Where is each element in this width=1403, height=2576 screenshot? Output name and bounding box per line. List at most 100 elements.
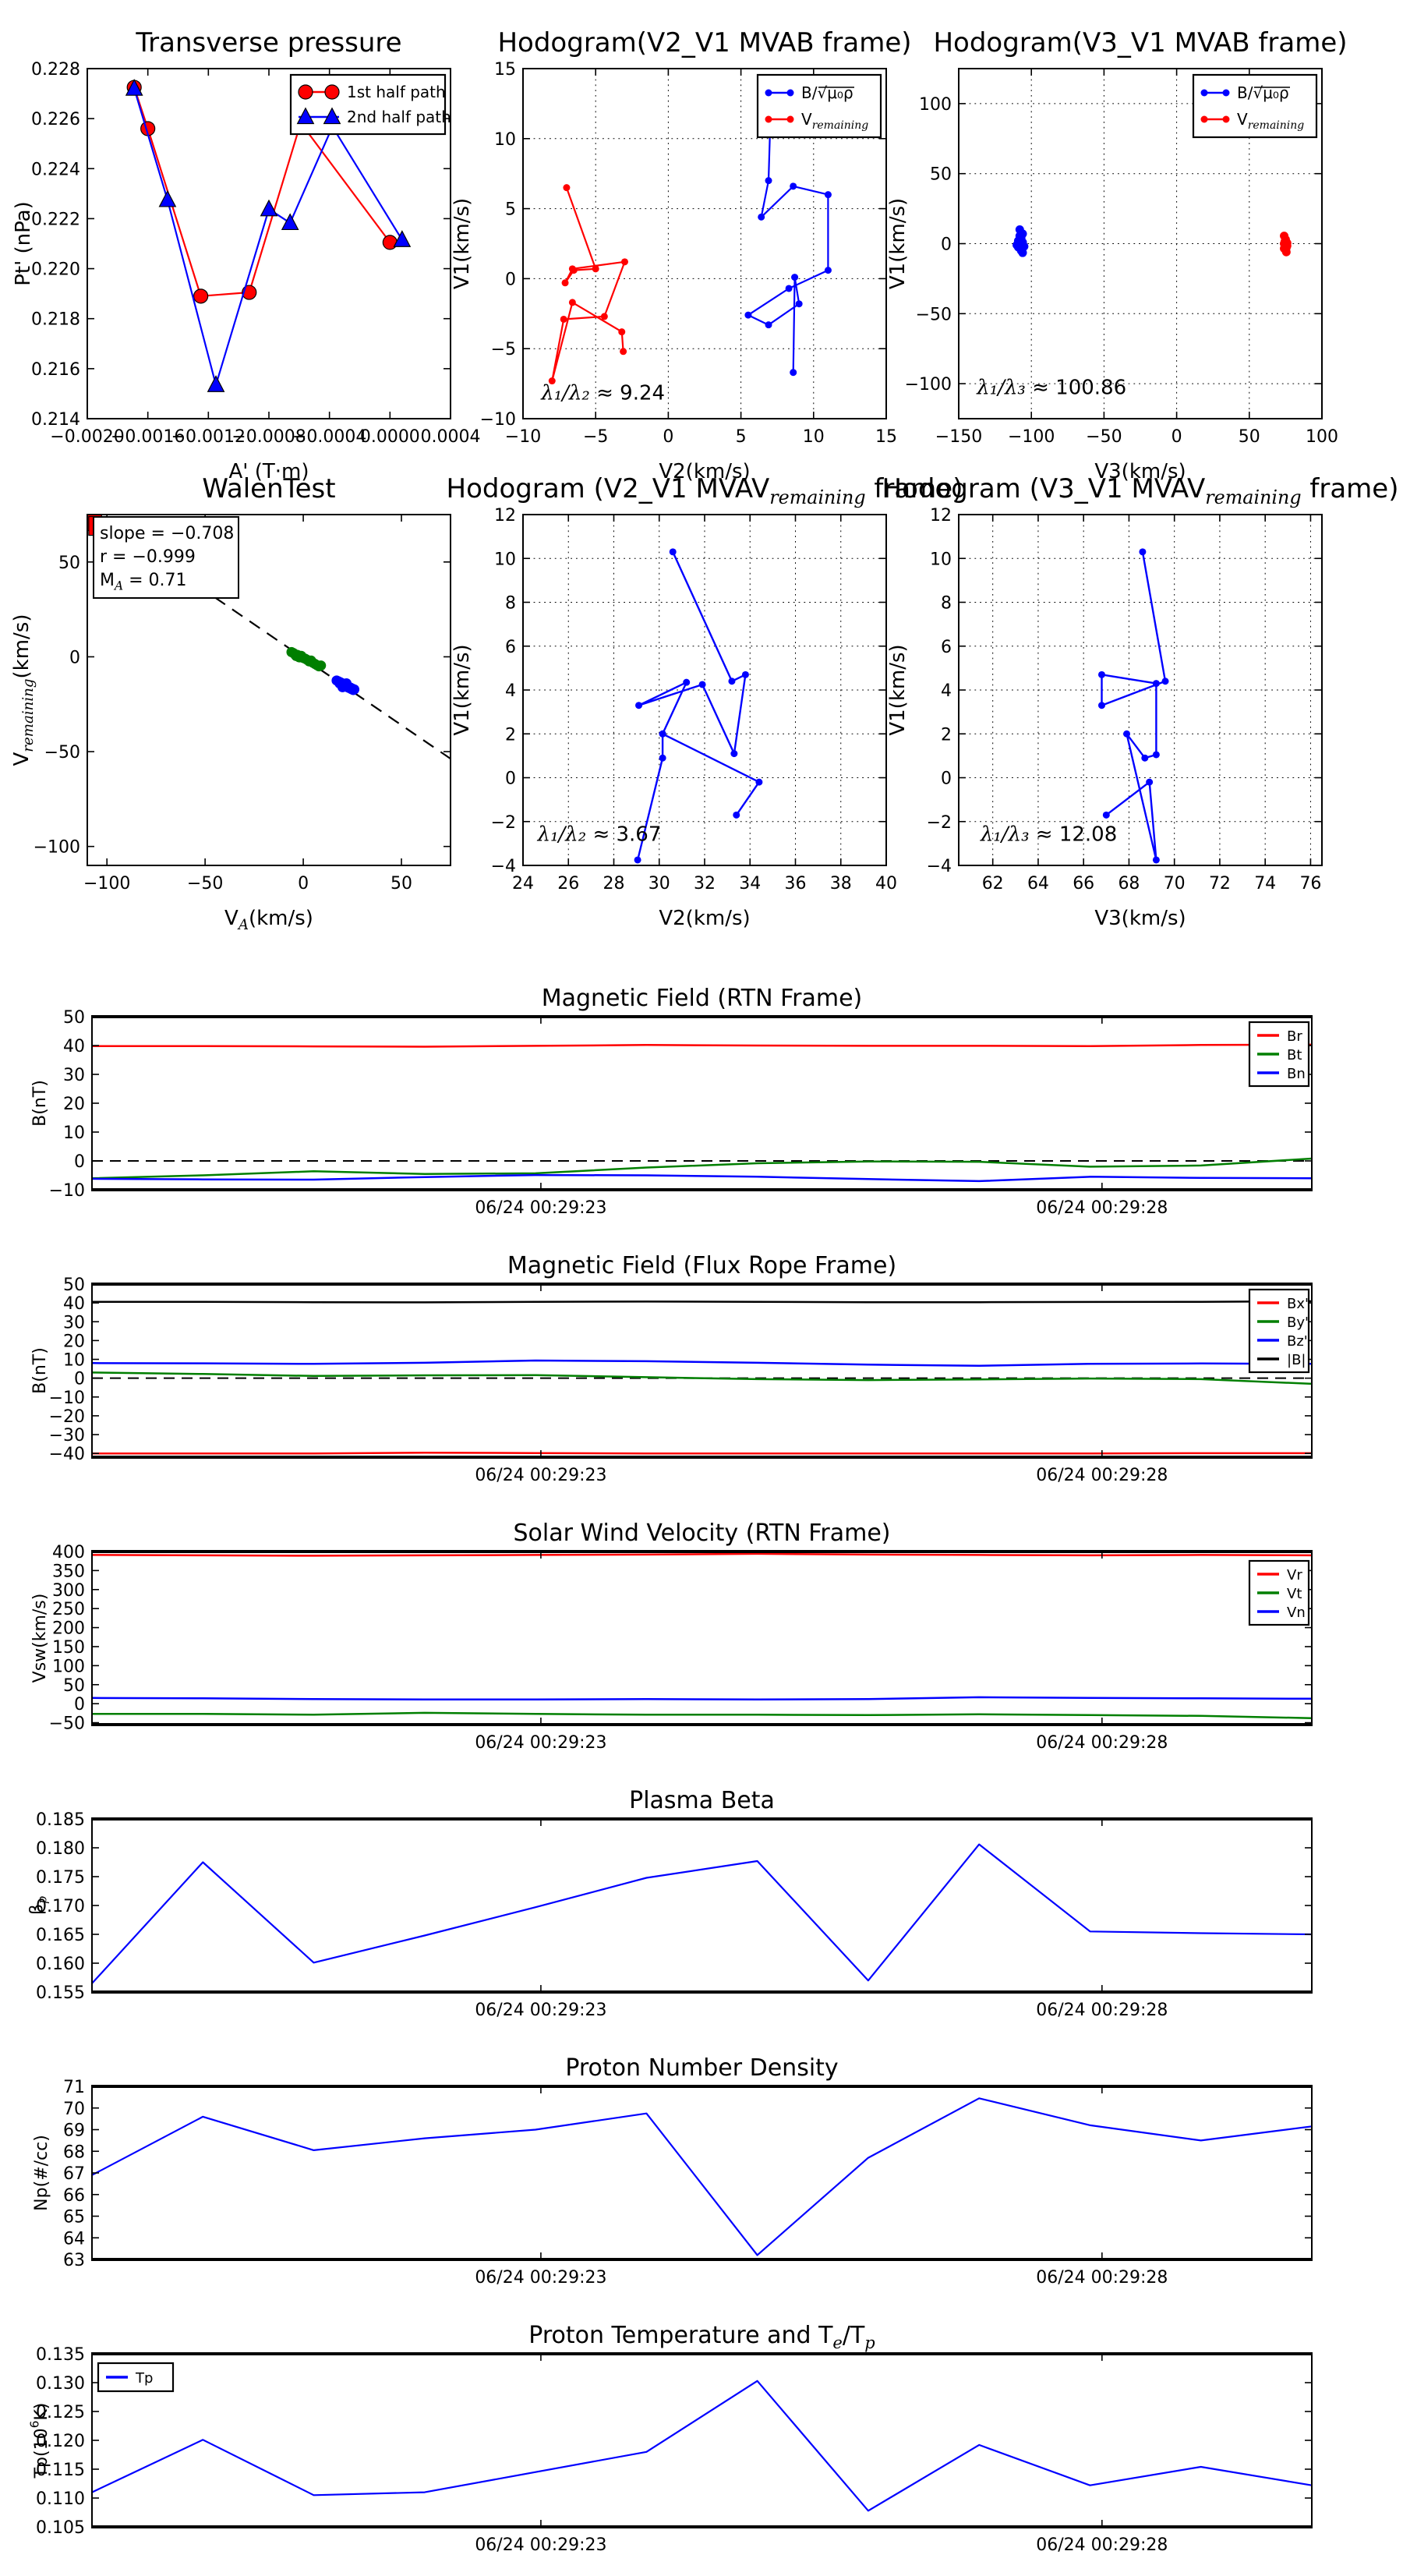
y-tick-label: −50 [916,305,952,324]
data-point-marker [341,678,352,688]
data-point-marker [785,285,793,292]
data-point-marker [1139,548,1147,556]
y-tick-label: 0.218 [31,310,80,330]
x-tick-label: 24 [512,874,534,893]
x-tick-label: −0.0012 [171,427,246,447]
legend: Tp [97,2362,175,2393]
panel-walen-test: −100 −50 0 50 −100 −50 0 50 WalenTest VA(km/s) Vre… [10,473,451,933]
data-point-marker [698,681,706,688]
data-point-marker [568,265,576,273]
x-tick-label: 0.0000 [360,427,420,447]
series-Vn [91,1696,1313,1701]
data-point-marker [1152,680,1160,688]
legend-entry-label: 2nd half path [347,108,451,126]
y-tick-label: 0 [505,270,516,289]
data-point-marker [1200,89,1208,97]
y-tick-label: 0.185 [36,1810,85,1830]
data-point-marker [1097,671,1105,678]
y-tick-label: 8 [505,594,516,614]
y-tick-label: −2 [491,813,516,833]
data-point-marker [765,177,772,185]
data-point-marker [620,258,628,266]
y-tick-label: −40 [49,1445,85,1464]
y-tick-label: 6 [941,638,952,657]
panel-title: Plasma Beta [629,1787,775,1814]
panel-title: Magnetic Field (RTN Frame) [542,985,863,1012]
y-tick-label: 0 [69,648,80,667]
y-tick-label: 64 [63,2229,85,2249]
y-tick-label: 0.226 [31,110,80,129]
y-tick-label: 0.155 [36,1983,85,2003]
x-axis-label: V3(km/s) [1094,460,1186,483]
y-tick-label: 0.170 [36,1897,85,1916]
y-tick-label: 15 [494,60,516,80]
y-tick-label: 0.224 [31,160,80,179]
y-tick-label: 0.228 [31,60,80,80]
data-point-marker [296,107,315,125]
x-tick-label: 06/24 00:29:23 [475,2268,606,2288]
x-tick-label: 5 [736,427,747,447]
panel-title: Hodogram (V2_V1 MVAVremaining frame) [447,473,963,508]
data-point-marker [824,267,832,274]
data-point-marker [125,79,143,96]
y-tick-label: 66 [63,2186,85,2206]
x-tick-label: 10 [803,427,825,447]
data-point-marker [324,84,340,100]
y-tick-label: 0.110 [36,2489,85,2509]
panel-title: Hodogram(V3_V1 MVAB frame) [933,27,1347,58]
y-tick-label: 0.220 [31,260,80,280]
series-Bn [91,1173,1313,1183]
data-point-marker [1281,238,1290,247]
data-point-marker [635,702,643,709]
legend-entry-label: Tp [135,2370,153,2387]
data-point-marker [1152,856,1160,864]
legend: B/√μ₀ρ Vremaining [1192,73,1318,139]
y-tick-label: 20 [63,1095,85,1114]
data-point-marker [728,678,736,685]
y-tick-label: 68 [63,2143,85,2162]
x-tick-label: 0 [663,427,673,447]
y-tick-label: −100 [34,838,80,858]
y-tick-label: 50 [63,1008,85,1028]
y-tick-label: 350 [52,1562,85,1581]
x-tick-label: −150 [935,427,982,447]
series-group [1012,225,1292,257]
y-tick-label: 4 [941,681,952,701]
legend-entry-label: Br [1287,1028,1302,1045]
y-axis-label: V1(km/s) [451,198,474,289]
data-point-marker [791,274,799,281]
y-tick-label: 71 [63,2078,85,2097]
data-point-marker [1146,778,1154,786]
series-group [634,548,763,864]
data-point-marker [824,191,832,199]
y-tick-label: −10 [49,1181,85,1201]
data-point-marker [1222,115,1230,123]
data-point-marker [323,107,341,125]
y-tick-label: 400 [52,1543,85,1562]
y-tick-label: 0 [74,1370,85,1389]
data-point-marker [316,660,327,671]
data-point-marker [786,89,794,97]
data-point-marker [193,288,209,304]
legend-entry-label: Vremaining [801,110,868,132]
x-axis-label: V3(km/s) [1094,907,1186,930]
y-tick-label: 50 [63,1276,85,1295]
x-tick-label: 100 [1306,427,1338,447]
y-axis-label: V1(km/s) [886,644,910,735]
y-tick-label: 20 [63,1332,85,1351]
series-By' [91,1371,1313,1385]
y-tick-label: 10 [930,550,952,569]
x-tick-label: 26 [557,874,579,893]
x-tick-label: 06/24 00:29:23 [475,1733,606,1753]
panel-hodogram-v3v1-mvab: −150 −100 −50 0 50 100 −100 −50 0 50 100 Hodogram(V… [886,27,1348,483]
x-tick-label: −50 [187,874,223,893]
y-tick-label: 8 [941,594,952,614]
y-tick-label: 0.160 [36,1955,85,1974]
panel-title: Hodogram(V2_V1 MVAB frame) [497,27,911,58]
legend: Bx' By' Bz' |B| [1248,1288,1310,1374]
x-tick-label: 50 [1239,427,1260,447]
legend-entry-label: Bz' [1287,1333,1308,1350]
panel-title: Proton Temperature and Te/Tp [528,2322,875,2352]
y-axis-label: Vsw(km/s) [30,1594,50,1683]
x-tick-label: 36 [785,874,807,893]
